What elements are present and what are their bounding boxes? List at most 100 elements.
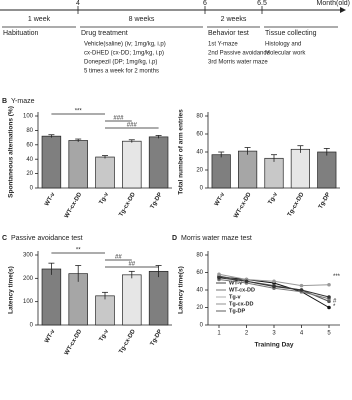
y-tick-label: 0 [30, 323, 34, 329]
duration-label: 8 weeks [129, 16, 155, 23]
x-axis-label: Training Day [254, 342, 293, 349]
x-tick-label: Tg-v [99, 191, 111, 206]
panel-title: Morris water maze test [181, 235, 252, 242]
y-tick-label: 40 [26, 157, 33, 163]
y-axis-label: Latency time(s) [178, 266, 185, 314]
legend-label: Tg-cx-DD [229, 301, 253, 307]
significance-label: *** [75, 109, 83, 115]
legend-label: Tg-v [229, 294, 242, 300]
significance-label: *** [333, 274, 341, 280]
y-tick-label: 80 [26, 128, 33, 134]
point [327, 295, 331, 299]
stage-detail: Donepezil (DP; 1mg/kg, i.p) [84, 60, 157, 66]
significance-label: ## [128, 262, 135, 268]
bar [68, 140, 88, 189]
panel-label: B [2, 98, 7, 105]
month-label: 6.5 [257, 0, 267, 7]
x-tick-label: Tg-DP [150, 192, 164, 210]
bar [238, 150, 258, 189]
stage-detail: 2nd Passive avoidance [208, 51, 270, 57]
y-tick-label: 100 [23, 114, 34, 120]
significance-label: ** [76, 248, 81, 254]
point [327, 282, 331, 287]
x-tick-label: 2 [245, 331, 249, 337]
significance-label: ### [127, 123, 138, 129]
stage-detail: cx-DHED (cx-DD; 1mg/kg, i.p) [84, 51, 164, 57]
y-tick-label: 200 [23, 276, 34, 282]
point [244, 279, 249, 284]
x-tick-label: WT-cx-DD [233, 191, 253, 219]
y-tick-label: 20 [196, 305, 203, 311]
panel-label: C [2, 235, 7, 242]
legend-label: Tg-DP [229, 308, 246, 314]
y-tick-label: 0 [200, 323, 204, 329]
y-tick-label: 40 [196, 150, 203, 156]
panel-label: D [172, 235, 177, 242]
bar [148, 136, 169, 189]
y-tick-label: 60 [196, 270, 203, 276]
month-label: 6 [203, 0, 207, 7]
stage-detail: 1st Y-maze [208, 42, 238, 48]
x-tick-label: Tg-cx-DD [118, 191, 137, 218]
point [217, 272, 221, 277]
bar [122, 274, 142, 326]
stage-name: Behavior test [208, 30, 249, 37]
point [327, 305, 331, 310]
stage-name: Tissue collecting [265, 30, 317, 37]
significance-label: ## [115, 255, 122, 261]
bar [41, 268, 62, 326]
legend-label: WT-cx-DD [229, 287, 255, 293]
x-tick-label: Tg-v [99, 328, 111, 343]
bar [317, 151, 337, 189]
panel-title: Y-maze [11, 98, 35, 105]
x-tick-label: WT-cx-DD [64, 191, 84, 219]
point [272, 279, 276, 284]
x-tick-label: WT-cx-DD [64, 328, 84, 356]
stage-name: Drug treatment [81, 30, 128, 37]
point [299, 283, 304, 288]
point [327, 299, 331, 304]
y-axis-label: Spontaneous alternations (%) [8, 106, 15, 198]
x-tick-label: 4 [300, 331, 304, 337]
x-tick-label: Tg-v [268, 191, 280, 206]
x-tick-label: Tg-DP [150, 329, 164, 347]
duration-label: 2 weeks [221, 16, 247, 23]
bar [41, 135, 62, 189]
point [217, 275, 221, 280]
stage-detail: Histology and [265, 42, 301, 48]
x-tick-label: Tg-cx-DD [287, 191, 306, 218]
stage-name: Habituation [3, 30, 39, 37]
y-tick-label: 80 [196, 253, 203, 259]
x-tick-label: WT-v [44, 328, 57, 344]
y-tick-label: 0 [30, 186, 34, 192]
y-tick-label: 60 [196, 132, 203, 138]
bar [95, 295, 115, 326]
y-tick-label: 80 [196, 114, 203, 120]
panel-title: Passive avoidance test [11, 235, 83, 242]
x-tick-label: Tg-DP [318, 192, 332, 210]
legend-label: WT-v [229, 280, 243, 286]
y-axis-label: Latency time(s) [8, 266, 15, 314]
bar [290, 148, 310, 189]
y-axis-label: Total number of arm entries [178, 109, 185, 195]
significance-label: * [333, 304, 336, 310]
x-tick-label: 5 [327, 331, 331, 337]
bar [148, 270, 169, 326]
stage-detail: Molecular work [265, 51, 306, 57]
bar [95, 156, 115, 189]
duration-label: 1 week [28, 16, 51, 23]
x-tick-label: 1 [217, 331, 221, 337]
stage-detail: 5 times a week for 2 months [84, 69, 159, 75]
y-tick-label: 20 [26, 171, 33, 177]
y-tick-label: 100 [23, 299, 34, 305]
significance-label: # [333, 299, 337, 305]
month-label: 4 [76, 0, 80, 7]
stage-detail: Vehicle(saline) (iv; 1mg/kg, i.p) [84, 42, 166, 48]
point [299, 288, 304, 292]
x-tick-label: WT-v [214, 191, 227, 207]
bar [122, 140, 142, 189]
x-tick-label: 3 [272, 331, 276, 337]
bar [211, 154, 231, 189]
y-tick-label: 0 [200, 186, 204, 192]
